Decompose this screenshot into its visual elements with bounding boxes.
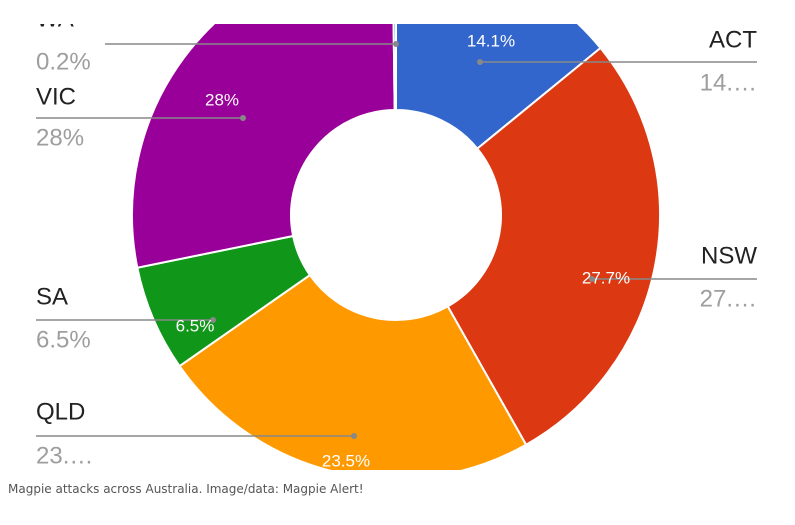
slice [446,46,661,447]
legend-value: 0.2% [36,48,91,75]
legend-value: 23.… [36,442,93,469]
legend-value: 27.… [700,285,757,312]
slice [395,24,602,150]
leader-dot [351,433,357,439]
legend-label: QLD [36,398,85,425]
leader-dot [210,317,216,323]
slice [131,24,396,269]
chart: ACT 14.… 14.1% NSW 27.… 27.7% QLD 23.… 23.5% SA 6.… [36,5,757,470]
data-label: 27.7% [582,268,630,287]
legend-label: WA [36,5,74,32]
legend-label: VIC [36,83,76,110]
legend-label: SA [36,283,68,310]
data-label: 14.1% [467,31,515,50]
legend-value: 6.5% [36,326,91,353]
data-label: 23.5% [322,451,370,470]
data-label: 28% [205,90,239,109]
chart-area: ACT 14.… 14.1% NSW 27.… 27.7% QLD 23.… 23.5% SA 6.… [36,5,757,470]
legend-value: 14.… [700,69,757,96]
caption: Magpie attacks across Australia. Image/d… [8,482,364,496]
slice [178,273,528,470]
legend-label: ACT [709,26,757,53]
leader-dot [589,276,595,282]
leader-dot [240,115,246,121]
leader-dot [477,59,483,65]
leader-dot [393,41,399,47]
data-label: 6.5% [176,316,215,335]
legend-label: NSW [701,242,757,269]
legend-value: 28% [36,124,84,151]
